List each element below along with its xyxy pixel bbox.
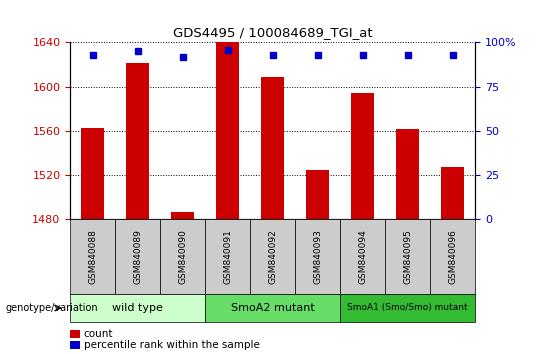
Text: GSM840095: GSM840095 [403, 229, 412, 284]
Bar [352, 93, 374, 219]
Text: GSM840090: GSM840090 [178, 229, 187, 284]
Text: GSM840094: GSM840094 [358, 229, 367, 284]
Text: count: count [84, 329, 113, 339]
Text: GSM840089: GSM840089 [133, 229, 142, 284]
Text: wild type: wild type [112, 303, 163, 313]
Text: genotype/variation: genotype/variation [5, 303, 98, 313]
Bar [307, 170, 329, 219]
Text: GSM840092: GSM840092 [268, 229, 277, 284]
Text: SmoA2 mutant: SmoA2 mutant [231, 303, 315, 313]
Bar [217, 42, 239, 219]
Bar [442, 167, 464, 219]
Text: GSM840088: GSM840088 [88, 229, 97, 284]
Bar [126, 63, 149, 219]
Text: GSM840096: GSM840096 [448, 229, 457, 284]
Text: GSM840093: GSM840093 [313, 229, 322, 284]
Bar [172, 212, 194, 219]
Bar [396, 129, 419, 219]
Text: percentile rank within the sample: percentile rank within the sample [84, 340, 260, 350]
Bar [82, 128, 104, 219]
Title: GDS4495 / 100084689_TGI_at: GDS4495 / 100084689_TGI_at [173, 25, 373, 39]
Text: SmoA1 (Smo/Smo) mutant: SmoA1 (Smo/Smo) mutant [347, 303, 468, 313]
Bar [261, 77, 284, 219]
Text: GSM840091: GSM840091 [223, 229, 232, 284]
